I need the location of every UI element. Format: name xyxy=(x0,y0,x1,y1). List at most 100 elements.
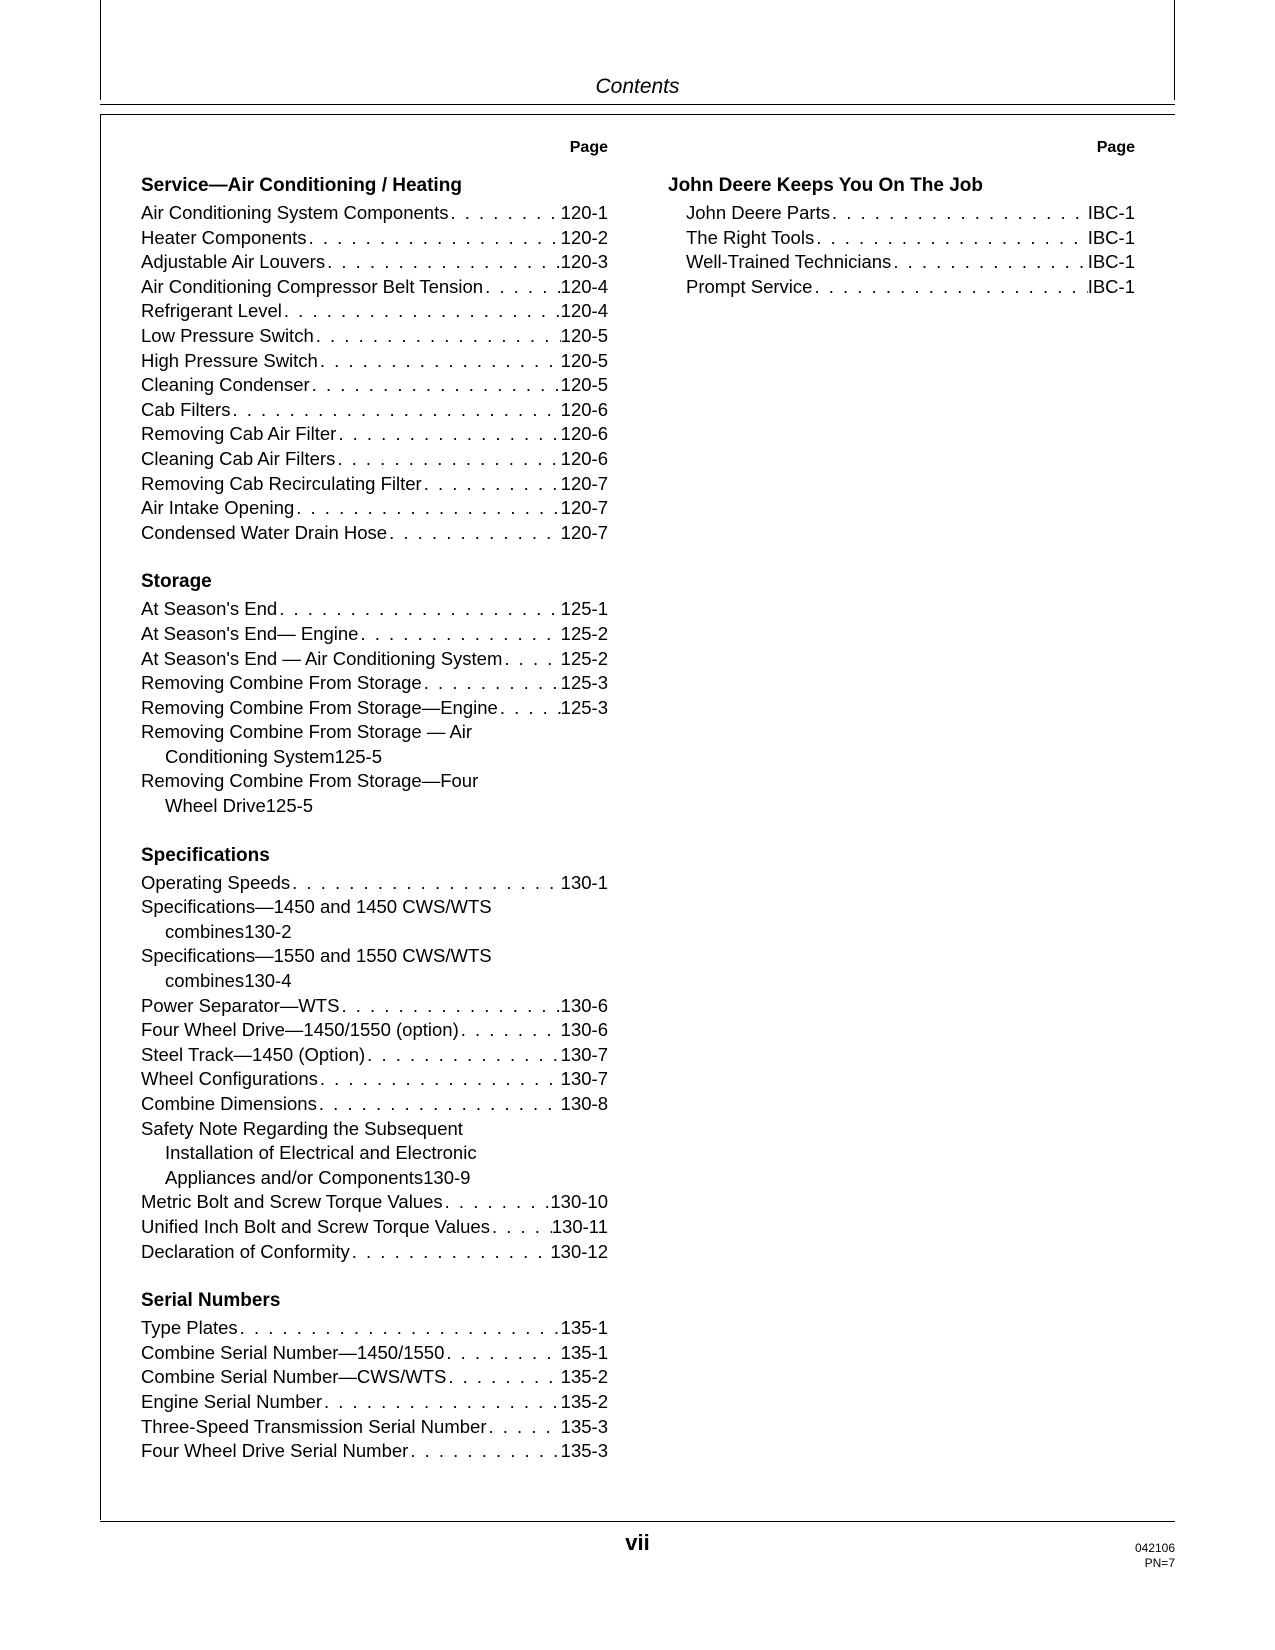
toc-entry: At Season's End125-1 xyxy=(141,597,608,622)
toc-entry: Prompt ServiceIBC-1 xyxy=(668,275,1135,300)
toc-entry: At Season's End— Engine125-2 xyxy=(141,622,608,647)
toc-entry-label: Cleaning Condenser xyxy=(141,373,310,398)
toc-section: Service—Air Conditioning / HeatingAir Co… xyxy=(141,175,608,545)
toc-entry-page: 130-1 xyxy=(561,871,608,896)
toc-entry-label: Wheel Configurations xyxy=(141,1067,318,1092)
toc-dots xyxy=(387,521,561,546)
toc-entry-label: Steel Track—1450 (Option) xyxy=(141,1043,365,1068)
section-heading: Specifications xyxy=(141,845,608,867)
section-heading: John Deere Keeps You On The Job xyxy=(668,175,1135,197)
toc-entry-label: Cleaning Cab Air Filters xyxy=(141,447,335,472)
toc-dots xyxy=(422,671,561,696)
toc-entry-label: Unified Inch Bolt and Screw Torque Value… xyxy=(141,1215,490,1240)
toc-entry-label: Heater Components xyxy=(141,226,307,251)
footer-rule xyxy=(100,1521,1175,1522)
toc-entry-page: 120-7 xyxy=(561,472,608,497)
toc-entry: Combine Serial Number—CWS/WTS135-2 xyxy=(141,1365,608,1390)
toc-entry-page: 125-3 xyxy=(561,696,608,721)
toc-entry: Well-Trained Technicians IBC-1 xyxy=(668,250,1135,275)
toc-entry-label: Operating Speeds xyxy=(141,871,290,896)
toc-entry: Steel Track—1450 (Option) 130-7 xyxy=(141,1043,608,1068)
toc-entry-page: 125-3 xyxy=(561,671,608,696)
toc-dots xyxy=(230,398,560,423)
toc-entry-label: Metric Bolt and Screw Torque Values xyxy=(141,1190,443,1215)
toc-dots xyxy=(314,324,561,349)
toc-entry: Removing Combine From Storage—Engine 125-… xyxy=(141,696,608,721)
toc-entry-line: combines130-2 xyxy=(141,920,608,945)
toc-entry-label: Air Intake Opening xyxy=(141,496,294,521)
toc-entry-page: 120-3 xyxy=(561,250,608,275)
toc-entry-label: Condensed Water Drain Hose xyxy=(141,521,387,546)
toc-entry: Removing Combine From Storage—FourWheel … xyxy=(141,769,608,818)
toc-entry: Unified Inch Bolt and Screw Torque Value… xyxy=(141,1215,608,1240)
toc-entry: Heater Components 120-2 xyxy=(141,226,608,251)
toc-entry: Condensed Water Drain Hose 120-7 xyxy=(141,521,608,546)
toc-entry-page: 120-4 xyxy=(561,275,608,300)
toc-entry-page: IBC-1 xyxy=(1088,226,1135,251)
toc-dots xyxy=(830,201,1088,226)
toc-entry-label: Power Separator—WTS xyxy=(141,994,339,1019)
toc-entry-line: Safety Note Regarding the Subsequent xyxy=(141,1117,608,1142)
toc-entry-page: 135-1 xyxy=(561,1316,608,1341)
toc-dots xyxy=(277,597,560,622)
toc-entry-page: 125-2 xyxy=(561,622,608,647)
toc-entry-page: 135-3 xyxy=(561,1439,608,1464)
toc-entry-line: Installation of Electrical and Electroni… xyxy=(141,1141,608,1166)
toc-entry: High Pressure Switch120-5 xyxy=(141,349,608,374)
toc-entry-label: Removing Combine From Storage—Engine xyxy=(141,696,498,721)
toc-section: John Deere Keeps You On The JobJohn Deer… xyxy=(668,175,1135,299)
toc-entry-label: Combine Serial Number—CWS/WTS xyxy=(141,1365,446,1390)
toc-dots xyxy=(446,1365,560,1390)
toc-dots xyxy=(294,496,560,521)
toc-entry: At Season's End — Air Conditioning Syste… xyxy=(141,647,608,672)
toc-entry-page: 120-5 xyxy=(561,349,608,374)
toc-entry-page: IBC-1 xyxy=(1088,250,1135,275)
toc-entry-page: 120-6 xyxy=(561,398,608,423)
toc-dots xyxy=(408,1439,560,1464)
toc-entry-page: 130-11 xyxy=(552,1215,608,1240)
toc-entry-page: 120-5 xyxy=(561,373,608,398)
toc-entry-label: Well-Trained Technicians xyxy=(686,250,891,275)
toc-entry: Removing Combine From Storage — AirCondi… xyxy=(141,720,608,769)
toc-section: Serial NumbersType Plates135-1Combine Se… xyxy=(141,1290,608,1464)
toc-section: StorageAt Season's End125-1At Season's E… xyxy=(141,571,608,818)
header-title: Contents xyxy=(0,75,1275,99)
toc-entry-line: Conditioning System125-5 xyxy=(141,745,608,770)
toc-dots xyxy=(325,250,561,275)
toc-entry-label: Refrigerant Level xyxy=(141,299,282,324)
toc-entry-page: 120-7 xyxy=(561,521,608,546)
toc-entry-page: 135-1 xyxy=(561,1341,608,1366)
toc-entry-page: 120-7 xyxy=(561,496,608,521)
footer-pn: PN=7 xyxy=(1135,1556,1175,1572)
toc-entry-label: At Season's End xyxy=(141,597,277,622)
toc-entry: Power Separator—WTS130-6 xyxy=(141,994,608,1019)
section-heading: Service—Air Conditioning / Heating xyxy=(141,175,608,197)
toc-dots xyxy=(322,1390,561,1415)
toc-entry-page: 135-3 xyxy=(561,1415,608,1440)
toc-entry-label: Cab Filters xyxy=(141,398,230,423)
right-column: Page John Deere Keeps You On The JobJohn… xyxy=(668,139,1135,1490)
toc-entry-line: Specifications—1550 and 1550 CWS/WTS xyxy=(141,944,608,969)
toc-entry: Specifications—1450 and 1450 CWS/WTScomb… xyxy=(141,895,608,944)
toc-entry-line: combines130-4 xyxy=(141,969,608,994)
toc-entry: Type Plates135-1 xyxy=(141,1316,608,1341)
toc-entry: Combine Serial Number—1450/1550135-1 xyxy=(141,1341,608,1366)
toc-entry: Three-Speed Transmission Serial Number 13… xyxy=(141,1415,608,1440)
toc-dots xyxy=(502,647,560,672)
toc-dots xyxy=(336,422,560,447)
toc-entry-page: 120-1 xyxy=(561,201,608,226)
toc-dots xyxy=(317,1092,561,1117)
section-heading: Storage xyxy=(141,571,608,593)
toc-entry: Air Intake Opening 120-7 xyxy=(141,496,608,521)
toc-entry-line: Removing Combine From Storage — Air xyxy=(141,720,608,745)
toc-entry-label: Removing Cab Air Filter xyxy=(141,422,336,447)
toc-dots xyxy=(310,373,561,398)
toc-entry-page: 120-2 xyxy=(561,226,608,251)
toc-dots xyxy=(358,622,560,647)
toc-entry: Low Pressure Switch120-5 xyxy=(141,324,608,349)
toc-dots xyxy=(444,1341,560,1366)
toc-entry-label: Low Pressure Switch xyxy=(141,324,314,349)
toc-dots xyxy=(318,1067,561,1092)
toc-entry-page: 130-7 xyxy=(561,1043,608,1068)
toc-entry-label: Three-Speed Transmission Serial Number xyxy=(141,1415,486,1440)
